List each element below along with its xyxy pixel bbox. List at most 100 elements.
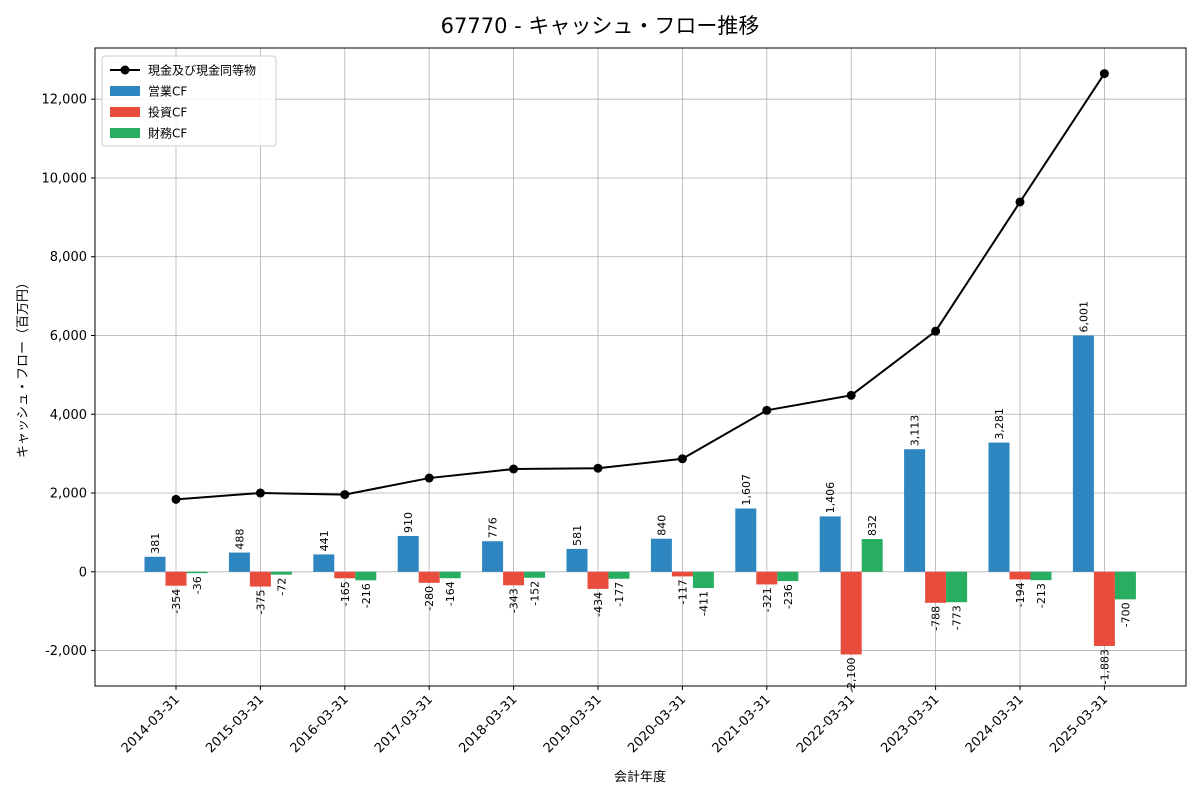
investing-cf-bar (756, 571, 778, 585)
cash-line-point (1099, 69, 1109, 79)
financing-cf-bar (692, 571, 714, 588)
financing-cf-value-label: -411 (697, 591, 710, 616)
financing-cf-bar (439, 571, 461, 579)
financing-cf-bar (608, 571, 630, 579)
x-tick-label: 2017-03-31 (372, 692, 436, 756)
investing-cf-bar (418, 571, 440, 583)
financing-cf-bar (524, 571, 546, 578)
operating-cf-value-label: 3,281 (993, 408, 1006, 440)
cash-line (171, 69, 1109, 504)
financing-cf-value-label: -216 (360, 583, 373, 608)
x-tick-label: 2015-03-31 (203, 692, 267, 756)
operating-cf-bar (988, 442, 1010, 572)
axes: -2,000 0 2,000 4,000 6,000 8,000 10,000 12,000 2… (42, 93, 1112, 757)
cash-line-point (424, 473, 434, 483)
bars (144, 335, 1136, 655)
x-tick-label: 2021-03-31 (710, 692, 774, 756)
financing-cf-bar (355, 571, 377, 581)
y-tick-label: 4,000 (50, 408, 87, 423)
investing-cf-bar (1009, 571, 1031, 580)
financing-cf-value-label: -773 (951, 605, 964, 630)
financing-cf-value-label: -72 (275, 578, 288, 596)
x-tick-label: 2024-03-31 (963, 692, 1027, 756)
y-tick-label: 6,000 (50, 329, 87, 344)
cash-line-point (255, 488, 265, 498)
investing-cf-bar (587, 571, 609, 589)
financing-cf-bar (861, 539, 883, 572)
operating-cf-bar (1072, 335, 1094, 572)
operating-cf-value-label: 776 (487, 517, 500, 538)
operating-cf-bar (144, 556, 166, 572)
legend-line-marker (120, 65, 130, 75)
legend-label: 営業CF (148, 85, 187, 99)
cash-line-point (171, 494, 181, 504)
cash-line-point (677, 454, 687, 464)
cash-line-point (593, 463, 603, 473)
operating-cf-value-label: 441 (318, 530, 331, 551)
financing-cf-value-label: -177 (613, 582, 626, 607)
legend-swatch (110, 128, 140, 138)
operating-cf-value-label: 910 (402, 512, 415, 533)
x-axis-label: 会計年度 (614, 769, 666, 785)
y-tick-label: 10,000 (42, 171, 88, 186)
financing-cf-bar (946, 571, 968, 603)
financing-cf-value-label: -164 (444, 581, 457, 606)
legend-label: 投資CF (148, 105, 187, 120)
x-tick-label: 2020-03-31 (625, 692, 689, 756)
bar-value-labels: 381 488 441 910 776 581 840 1,607 1,406 3,113 3,28… (149, 301, 1132, 693)
operating-cf-value-label: 581 (571, 525, 584, 546)
y-tick-label: 0 (79, 565, 87, 580)
financing-cf-bar (1114, 571, 1136, 600)
x-tick-label: 2018-03-31 (456, 692, 520, 756)
cash-line-point (1015, 197, 1025, 207)
investing-cf-bar (671, 571, 693, 577)
financing-cf-value-label: -213 (1035, 583, 1048, 608)
cash-line-point (509, 464, 519, 474)
investing-cf-bar (249, 571, 271, 587)
investing-cf-bar (925, 571, 947, 603)
operating-cf-value-label: 840 (655, 515, 668, 536)
financing-cf-value-label: -236 (782, 584, 795, 609)
y-tick-label: 12,000 (42, 93, 88, 108)
financing-cf-bar (186, 571, 208, 574)
cash-line-point (846, 390, 856, 400)
y-axis-label: キャッシュ・フロー（百万円） (16, 276, 31, 458)
operating-cf-value-label: 3,113 (909, 415, 922, 447)
y-tick-label: -2,000 (45, 644, 87, 659)
investing-cf-value-label: -343 (508, 588, 521, 613)
investing-cf-value-label: -117 (676, 579, 689, 604)
operating-cf-bar (482, 541, 504, 572)
investing-cf-value-label: -2,100 (845, 657, 858, 692)
operating-cf-bar (650, 538, 672, 572)
investing-cf-bar (840, 571, 862, 655)
investing-cf-bar (334, 571, 356, 579)
investing-cf-value-label: -280 (423, 586, 436, 611)
legend-swatch (110, 86, 140, 96)
operating-cf-bar (819, 516, 841, 572)
operating-cf-bar (735, 508, 757, 572)
operating-cf-bar (397, 535, 419, 572)
financing-cf-value-label: -700 (1119, 602, 1132, 627)
investing-cf-value-label: -434 (592, 592, 605, 617)
financing-cf-bar (270, 571, 292, 575)
financing-cf-value-label: -152 (529, 581, 542, 606)
x-tick-label: 2014-03-31 (119, 692, 183, 756)
operating-cf-value-label: 381 (149, 533, 162, 554)
chart-title: 67770 - キャッシュ・フロー推移 (441, 14, 760, 38)
operating-cf-bar (566, 548, 588, 572)
legend-swatch (110, 107, 140, 117)
cash-line-path (175, 73, 1106, 501)
operating-cf-value-label: 1,406 (824, 482, 837, 514)
plot-frame (94, 47, 1187, 687)
legend-label: 現金及び現金同等物 (148, 63, 256, 78)
cash-line-point (762, 405, 772, 415)
legend-box (101, 55, 277, 147)
investing-cf-value-label: -1,883 (1098, 649, 1111, 684)
x-tick-label: 2019-03-31 (541, 692, 605, 756)
operating-cf-value-label: 6,001 (1077, 301, 1090, 333)
x-tick-label: 2023-03-31 (878, 692, 942, 756)
operating-cf-value-label: 1,607 (740, 474, 753, 506)
legend-label: 財務CF (148, 126, 187, 141)
